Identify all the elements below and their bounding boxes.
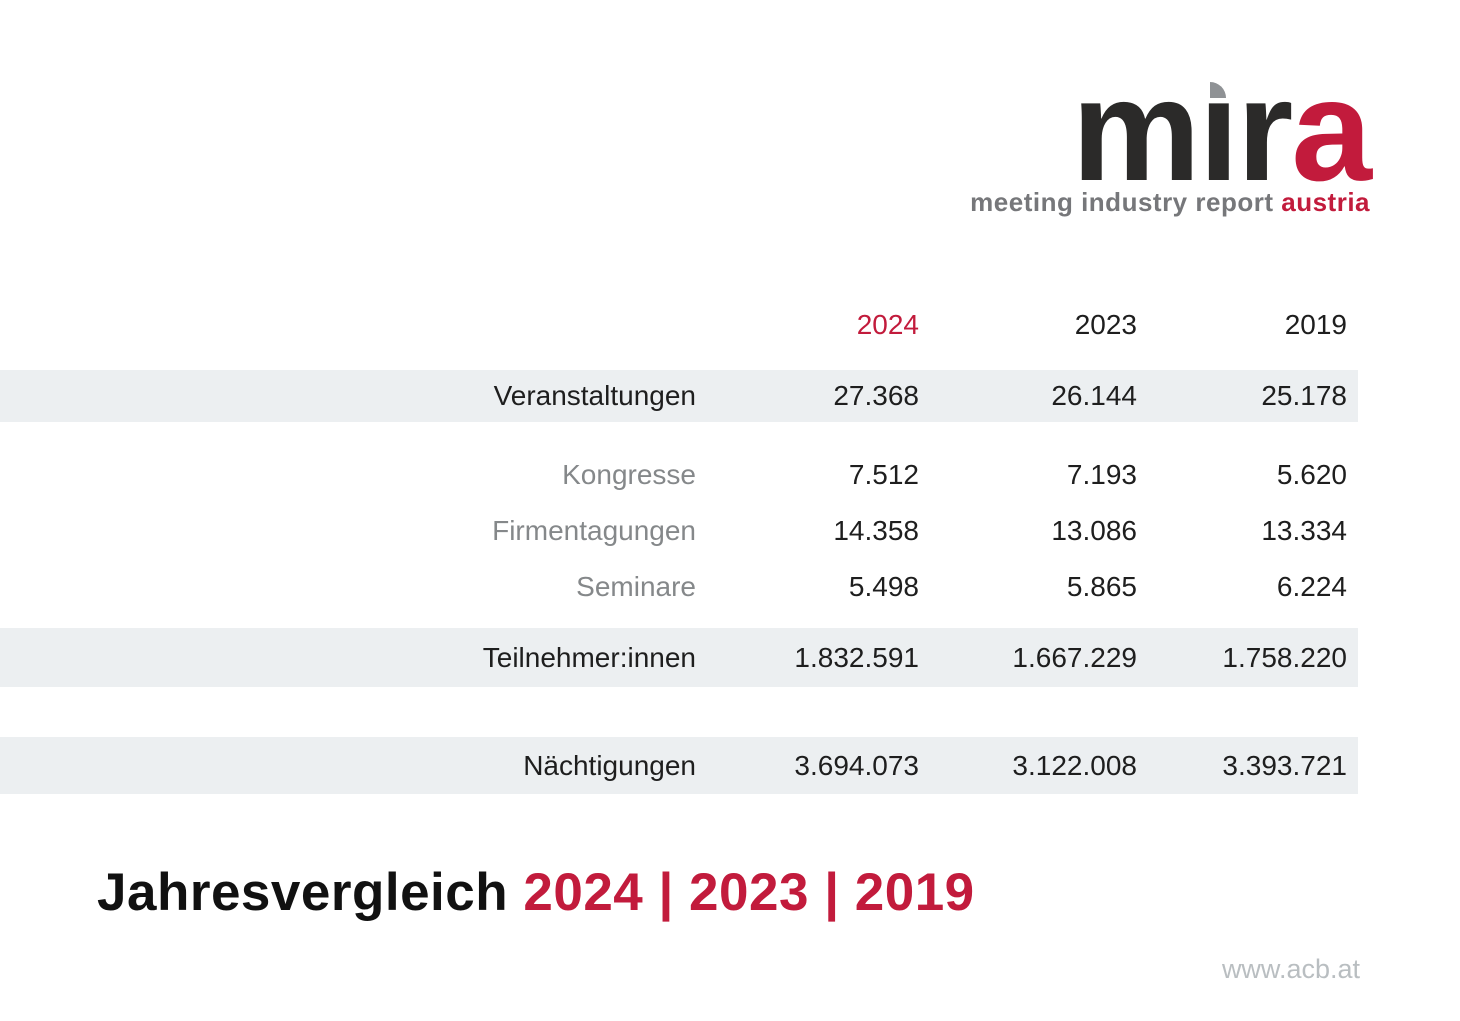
value-2023: 5.865 — [1066, 571, 1137, 602]
comparison-table: 2024 2023 2019 Veranstaltungen 27.368 26… — [0, 302, 1358, 794]
year-header-2023: 2023 — [1074, 309, 1137, 340]
logo-wordmark: mı ra — [970, 49, 1372, 211]
table-header-row: 2024 2023 2019 — [0, 302, 1358, 348]
logo-letter-m: m — [1071, 49, 1201, 211]
mira-logo: mı ra meeting industry report austria — [970, 49, 1372, 218]
value-2019: 3.393.721 — [1222, 749, 1347, 781]
logo-letter-r: r — [1236, 49, 1293, 211]
value-2023: 1.667.229 — [1012, 641, 1137, 673]
table-row-teilnehmerinnen: Teilnehmer:innen 1.832.591 1.667.229 1.7… — [0, 628, 1358, 687]
row-label: Teilnehmer:innen — [482, 641, 696, 673]
title-prefix: Jahresvergleich — [97, 863, 509, 922]
row-label: Firmentagungen — [492, 515, 696, 546]
value-2019: 5.620 — [1276, 459, 1347, 490]
value-2019: 25.178 — [1261, 380, 1347, 411]
value-2024: 14.358 — [833, 515, 919, 546]
logo-i-dot-icon — [1209, 82, 1226, 98]
row-label: Kongresse — [562, 459, 696, 490]
table-row-veranstaltungen: Veranstaltungen 27.368 26.144 25.178 — [0, 370, 1358, 422]
value-2023: 13.086 — [1051, 515, 1137, 546]
value-2024: 7.512 — [848, 459, 919, 490]
tagline-gray-text: meeting industry report — [970, 187, 1274, 217]
value-2023: 26.144 — [1051, 380, 1137, 411]
table-row-kongresse: Kongresse 7.512 7.193 5.620 — [0, 447, 1358, 503]
row-label: Seminare — [576, 571, 696, 602]
value-2023: 3.122.008 — [1012, 749, 1137, 781]
row-label: Nächtigungen — [523, 749, 696, 781]
title-years: 2024 | 2023 | 2019 — [523, 863, 975, 922]
value-2019: 13.334 — [1261, 515, 1347, 546]
website-link[interactable]: www.acb.at — [1221, 954, 1360, 984]
value-2024: 27.368 — [833, 380, 919, 411]
page-title: Jahresvergleich 2024 | 2023 | 2019 — [97, 862, 975, 923]
logo-letter-a: a — [1291, 49, 1372, 211]
year-header-2024: 2024 — [856, 309, 919, 340]
row-label: Veranstaltungen — [493, 380, 696, 411]
logo-letter-i: ı — [1198, 49, 1239, 211]
value-2024: 3.694.073 — [794, 749, 919, 781]
value-2023: 7.193 — [1066, 459, 1137, 490]
table-row-seminare: Seminare 5.498 5.865 6.224 — [0, 559, 1358, 615]
value-2019: 1.758.220 — [1222, 641, 1347, 673]
value-2024: 5.498 — [848, 571, 919, 602]
table-row-firmentagungen: Firmentagungen 14.358 13.086 13.334 — [0, 503, 1358, 559]
value-2024: 1.832.591 — [794, 641, 919, 673]
logo-tagline: meeting industry report austria — [970, 187, 1370, 218]
tagline-accent-text: austria — [1281, 187, 1370, 217]
year-header-2019: 2019 — [1284, 309, 1347, 340]
table-row-naechtigungen: Nächtigungen 3.694.073 3.122.008 3.393.7… — [0, 737, 1358, 794]
value-2019: 6.224 — [1276, 571, 1347, 602]
